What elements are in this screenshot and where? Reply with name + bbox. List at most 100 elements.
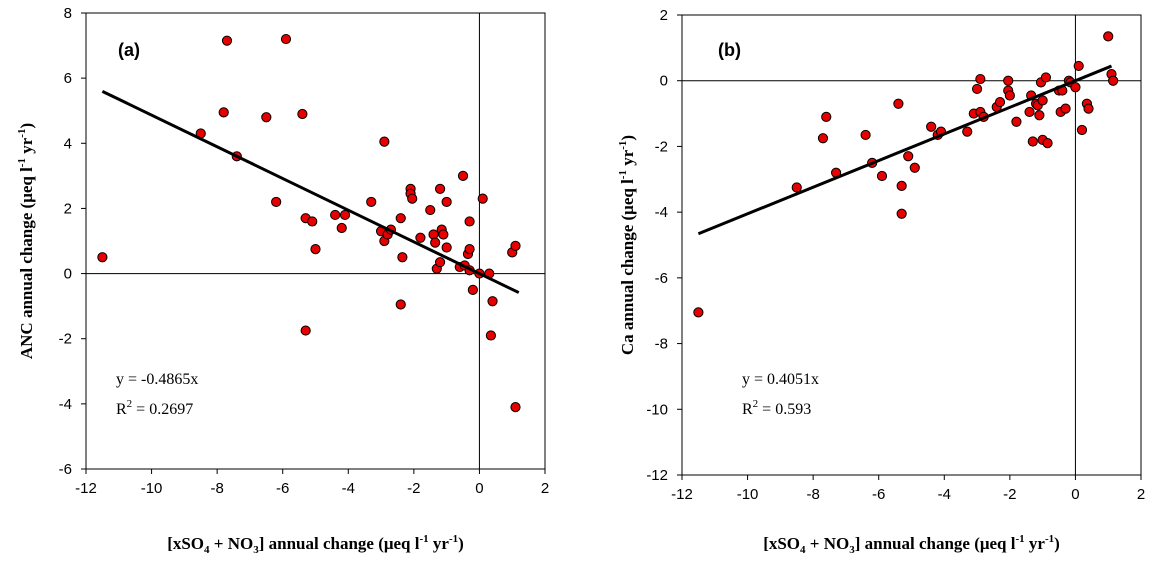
data-point [307, 216, 318, 227]
data-point [477, 193, 488, 204]
y-tick-label: -2 [655, 138, 668, 155]
data-point [428, 229, 439, 240]
x-tick-label: -10 [737, 486, 759, 503]
data-point [860, 129, 871, 141]
data-point [397, 252, 408, 263]
data-point [896, 180, 907, 191]
x-tick-label: -2 [407, 480, 420, 497]
data-point [441, 196, 452, 208]
y-tick-label: 4 [64, 135, 72, 152]
panel-label: (b) [718, 40, 741, 60]
data-point [903, 151, 914, 162]
data-point [975, 73, 986, 85]
chart-svg: -12 -10 -8 -6 -4 -2 0 2-12-10-8-6-4-202(b)y = 0… [617, 7, 1145, 556]
data-point [971, 83, 983, 95]
data-point [310, 244, 321, 255]
data-point [430, 237, 441, 248]
y-tick-label: -4 [655, 204, 668, 221]
y-tick-label: 8 [64, 5, 72, 22]
x-title-part: [xSO [763, 534, 800, 553]
y-title-part: ) [17, 123, 36, 129]
data-point [896, 208, 907, 219]
data-point [962, 126, 973, 137]
plot-area-frame [85, 12, 546, 470]
x-tick-label: -12 [671, 486, 693, 503]
y-title-superscript: -1 [16, 129, 28, 138]
data-point [280, 33, 292, 45]
trend-line [101, 89, 520, 294]
data-point [1004, 90, 1015, 101]
data-point [994, 96, 1006, 108]
y-tick-label: -6 [655, 270, 668, 287]
data-point [893, 98, 904, 109]
data-point [271, 196, 282, 208]
data-point [339, 209, 351, 221]
x-tick-label: -4 [938, 486, 951, 503]
data-point [464, 216, 475, 227]
x-title-subscript: 3 [849, 544, 855, 556]
data-point [1076, 124, 1088, 136]
y-tick-label: -10 [646, 401, 668, 418]
plot-area-frame [681, 14, 1142, 476]
x-axis-title: [xSO4 + NO3] annual change (μeq l-1 yr-1… [763, 533, 1060, 556]
data-point [1073, 60, 1084, 72]
y-tick-label: -6 [59, 461, 72, 478]
y-title-part: ) [618, 135, 637, 141]
y-tick-label: -4 [59, 396, 72, 413]
data-point [336, 222, 347, 234]
chart-panel-b: -12 -10 -8 -6 -4 -2 0 2 -12 -10 -8 -6 -4 -2 0 2 (b) y = 0… [576, 0, 1152, 561]
x-title-part: ) [458, 534, 464, 553]
data-point [425, 204, 436, 216]
r2-superscript: 2 [753, 398, 759, 410]
y-axis-title: Ca annual change (μeq l-1 yr-1) [617, 135, 637, 355]
data-point [441, 242, 452, 253]
data-point [261, 112, 272, 123]
regression-equation: y = -0.4865x [116, 371, 198, 388]
y-tick-label: 0 [660, 73, 668, 90]
data-point [693, 307, 704, 318]
data-point [510, 402, 521, 413]
y-tick-label: -12 [646, 467, 668, 484]
data-point [464, 244, 475, 255]
data-point [395, 299, 406, 310]
data-point [1034, 110, 1045, 121]
x-title-part: ] annual change (μeq l [259, 534, 420, 553]
r-squared-label: R2 = 0.593 [742, 398, 811, 418]
data-point [817, 133, 829, 144]
data-point [330, 209, 341, 221]
data-point [379, 136, 390, 147]
data-point [366, 196, 377, 208]
data-point [297, 108, 308, 120]
x-tick-label: -6 [872, 486, 885, 503]
data-point [407, 193, 418, 204]
x-tick-label: -10 [141, 480, 163, 497]
x-title-part: + NO [806, 534, 850, 553]
data-point [218, 107, 229, 118]
data-point [438, 229, 449, 240]
x-title-part: ) [1054, 534, 1060, 553]
regression-equation: y = 0.4051x [742, 371, 819, 388]
data-point [926, 121, 937, 132]
x-title-subscript: 4 [204, 544, 210, 556]
r2-superscript: 2 [127, 398, 133, 410]
y-title-part: Ca annual change (μeq l [618, 179, 637, 355]
data-point [434, 183, 446, 194]
data-point [434, 257, 446, 268]
x-title-subscript: 3 [253, 544, 259, 556]
x-title-part: [xSO [167, 534, 204, 553]
data-point [487, 296, 498, 307]
data-point [1024, 106, 1035, 118]
x-title-part: yr [429, 534, 450, 553]
x-title-part: + NO [210, 534, 254, 553]
y-tick-label: -8 [655, 336, 668, 353]
x-tick-label: 2 [541, 480, 549, 497]
y-title-superscript: -1 [617, 170, 629, 179]
x-tick-label: 0 [1071, 486, 1079, 503]
r2-value: = 0.593 [758, 401, 811, 418]
x-tick-label: 0 [475, 480, 483, 497]
y-axis-title: ANC annual change (μeq l-1 yr-1) [16, 123, 36, 359]
y-tick-label: 2 [64, 200, 72, 217]
x-tick-label: 2 [1137, 486, 1145, 503]
x-title-superscript: -1 [1016, 533, 1025, 545]
y-title-part: ANC annual change (μeq l [17, 167, 36, 359]
